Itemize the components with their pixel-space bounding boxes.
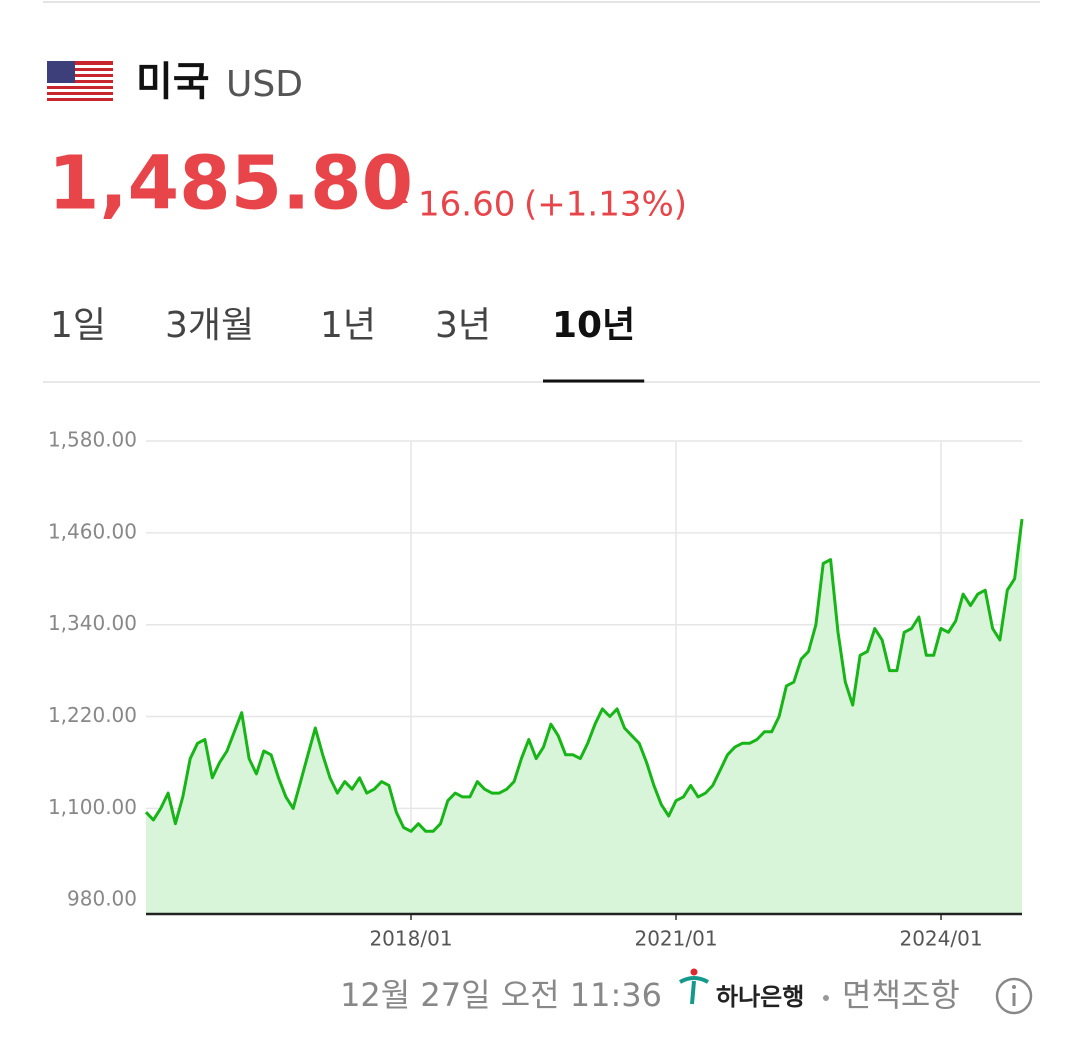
us-flag bbox=[47, 61, 113, 104]
currency: USD bbox=[226, 64, 303, 105]
country: 미국 bbox=[136, 59, 210, 105]
tab[interactable]: 10년 bbox=[552, 305, 635, 346]
line bbox=[144, 518, 1024, 833]
change: 16.60 bbox=[418, 185, 515, 225]
tab[interactable]: 3개월 bbox=[165, 305, 254, 346]
tab[interactable]: 1년 bbox=[320, 305, 376, 346]
timestamp: 12월 27일 오전 11:36 bbox=[340, 976, 662, 1014]
y-tick-label: 1,340.00 bbox=[48, 611, 137, 635]
change-percent: (+1.13%) bbox=[524, 185, 687, 225]
tab[interactable]: 3년 bbox=[435, 305, 491, 346]
info-icon[interactable] bbox=[995, 977, 1033, 1015]
disclaimer[interactable]: 면책조항 bbox=[842, 976, 960, 1014]
x-tick-label: 2021/01 bbox=[634, 927, 717, 951]
y-tick-label: 1,100.00 bbox=[48, 795, 137, 819]
area bbox=[146, 519, 1022, 914]
up-arrow bbox=[388, 191, 408, 203]
y-tick-label: 980.00 bbox=[67, 887, 137, 911]
x-tick-label: 2024/01 bbox=[899, 927, 982, 951]
bank-name: 하나은행 bbox=[716, 983, 804, 1011]
x-tick-label: 2018/01 bbox=[369, 927, 452, 951]
separator-dot bbox=[823, 995, 829, 1001]
tab[interactable]: 1일 bbox=[50, 305, 106, 346]
y-tick-label: 1,460.00 bbox=[48, 519, 137, 543]
y-tick-label: 1,220.00 bbox=[48, 703, 137, 727]
bank-logo bbox=[679, 968, 709, 1005]
y-tick-label: 1,580.00 bbox=[48, 428, 137, 452]
price: 1,485.80 bbox=[48, 141, 413, 227]
